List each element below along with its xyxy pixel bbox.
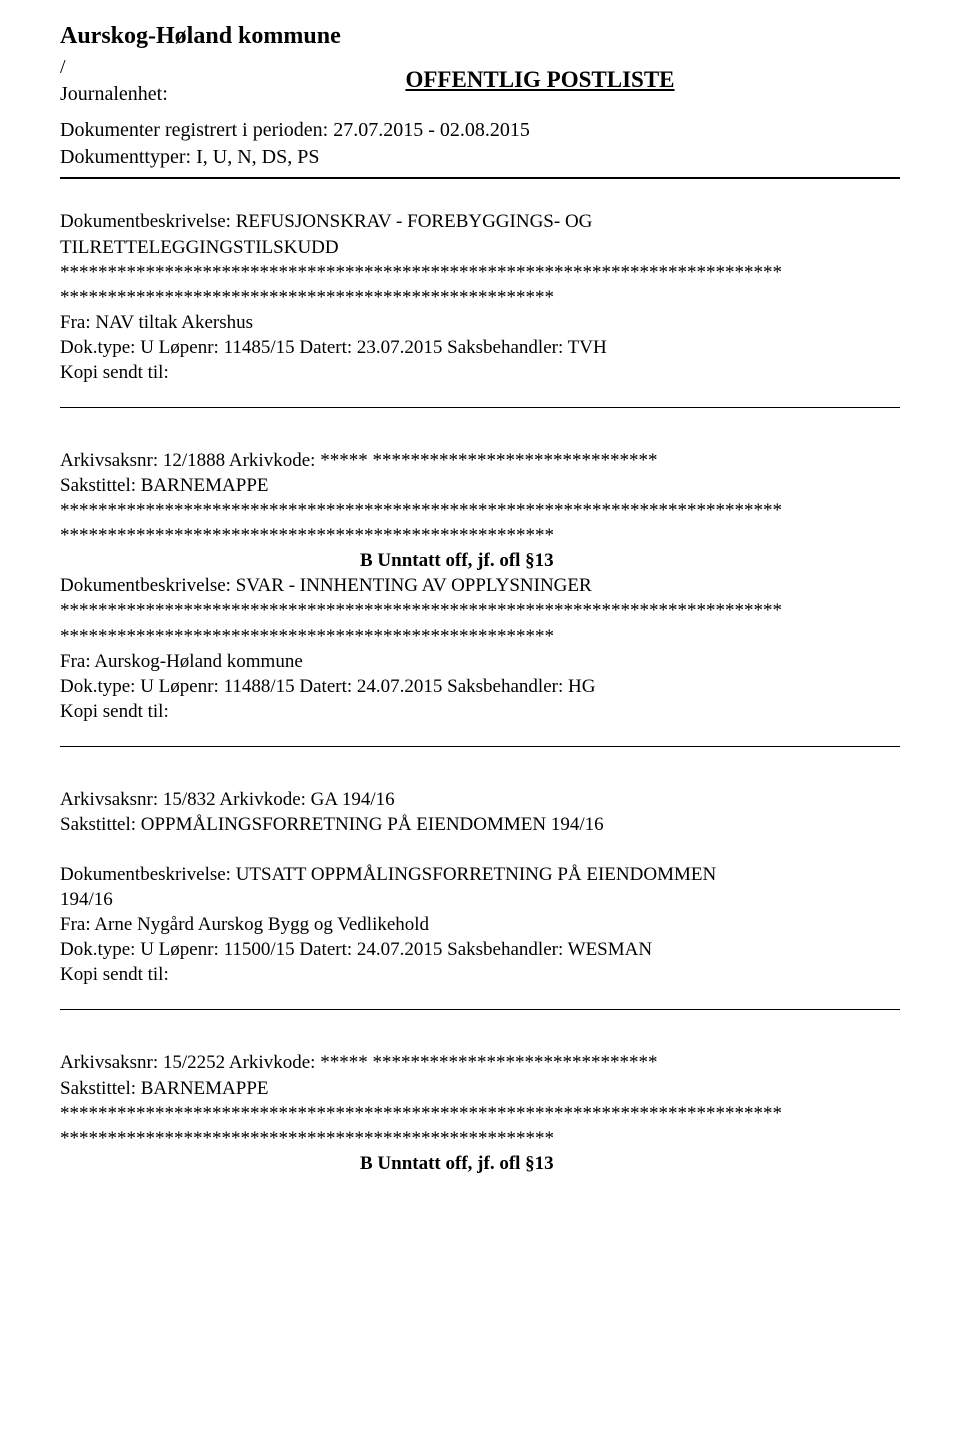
arkiv-line: Arkivsaksnr: 12/1888 Arkivkode: ***** **… (60, 448, 900, 473)
stars-full: ****************************************… (60, 1101, 900, 1126)
sak-line: Sakstittel: BARNEMAPPE (60, 473, 900, 498)
kopi-line: Kopi sendt til: (60, 360, 900, 385)
doc-types: Dokumenttyper: I, U, N, DS, PS (60, 144, 900, 171)
reg-period: Dokumenter registrert i perioden: 27.07.… (60, 117, 900, 144)
stars-half: ****************************************… (60, 523, 900, 548)
fra-line: Fra: Arne Nygård Aurskog Bygg og Vedlike… (60, 912, 900, 937)
stars-full: ****************************************… (60, 260, 900, 285)
kopi-line: Kopi sendt til: (60, 699, 900, 724)
stars-half: ****************************************… (60, 285, 900, 310)
desc-line: Dokumentbeskrivelse: SVAR - INNHENTING A… (60, 573, 900, 598)
sak-line: Sakstittel: BARNEMAPPE (60, 1076, 900, 1101)
kopi-line: Kopi sendt til: (60, 962, 900, 987)
doktype-line: Dok.type: U Løpenr: 11485/15 Datert: 23.… (60, 335, 900, 360)
stars-full: ****************************************… (60, 598, 900, 623)
desc-line2: 194/16 (60, 887, 900, 912)
entry-block: Arkivsaksnr: 15/832 Arkivkode: GA 194/16… (60, 787, 900, 988)
exemption-line: B Unntatt off, jf. ofl §13 (60, 1151, 900, 1176)
fra-line: Fra: Aurskog-Høland kommune (60, 649, 900, 674)
arkiv-line: Arkivsaksnr: 15/2252 Arkivkode: ***** **… (60, 1050, 900, 1075)
stars-full: ****************************************… (60, 498, 900, 523)
offentlig-heading: OFFENTLIG POSTLISTE (180, 64, 900, 95)
entry-divider (60, 1009, 900, 1010)
desc-line: Dokumentbeskrivelse: REFUSJONSKRAV - FOR… (60, 209, 900, 234)
sak-line: Sakstittel: OPPMÅLINGSFORRETNING PÅ EIEN… (60, 812, 900, 837)
stars-half: ****************************************… (60, 624, 900, 649)
kommune-title: Aurskog-Høland kommune (60, 20, 900, 52)
header-divider (60, 177, 900, 179)
entry-block: Dokumentbeskrivelse: REFUSJONSKRAV - FOR… (60, 209, 900, 385)
entry-divider (60, 407, 900, 408)
doktype-line: Dok.type: U Løpenr: 11488/15 Datert: 24.… (60, 674, 900, 699)
blank-spacer (60, 837, 900, 862)
entry-divider (60, 746, 900, 747)
desc-line: Dokumentbeskrivelse: UTSATT OPPMÅLINGSFO… (60, 862, 900, 887)
desc-line2: TILRETTELEGGINGSTILSKUDD (60, 235, 900, 260)
exemption-line: B Unntatt off, jf. ofl §13 (60, 548, 900, 573)
doktype-line: Dok.type: U Løpenr: 11500/15 Datert: 24.… (60, 937, 900, 962)
arkiv-line: Arkivsaksnr: 15/832 Arkivkode: GA 194/16 (60, 787, 900, 812)
stars-half: ****************************************… (60, 1126, 900, 1151)
entry-block: Arkivsaksnr: 15/2252 Arkivkode: ***** **… (60, 1050, 900, 1175)
fra-line: Fra: NAV tiltak Akershus (60, 310, 900, 335)
entry-block: Arkivsaksnr: 12/1888 Arkivkode: ***** **… (60, 448, 900, 724)
